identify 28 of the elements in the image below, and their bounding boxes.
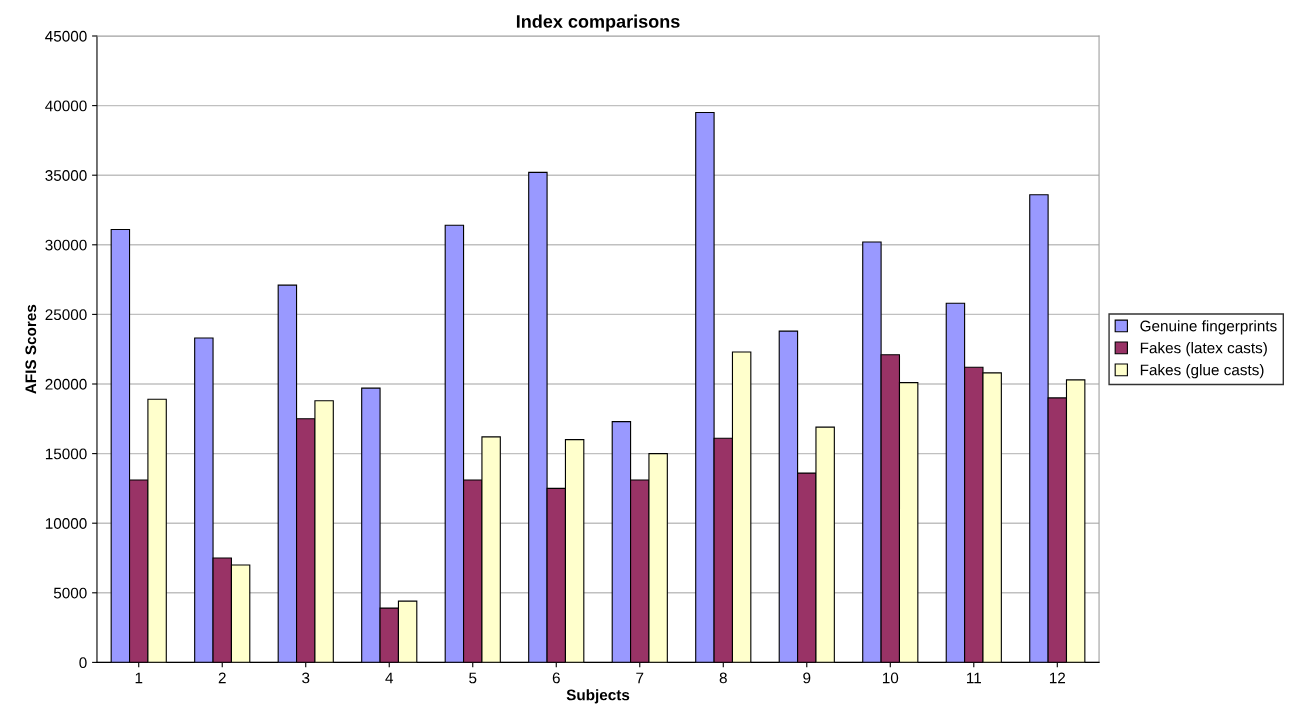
x-tick-label: 5 [469,672,477,684]
y-tick-label: 5000 [53,587,87,599]
x-tick-label: 1 [135,672,143,684]
y-tick-label: 15000 [45,448,87,460]
legend-label: Fakes (latex casts) [1140,342,1267,357]
y-tick-label: 0 [79,657,87,669]
x-tick-label: 7 [636,672,644,684]
x-tick-label: 12 [1049,672,1066,684]
y-tick-label: 45000 [45,30,87,42]
y-tick-label: 35000 [45,170,87,181]
y-tick-label: 25000 [45,309,87,321]
y-axis-title: AFIS Scores [25,304,37,394]
x-axis-title: Subjects [566,689,630,704]
x-tick-label: 10 [882,672,899,684]
chart-title: Index comparisons [516,14,680,32]
x-tick-label: 11 [967,672,981,684]
x-tick-label: 4 [385,672,394,684]
x-tick-label: 9 [803,672,811,684]
y-tick-label: 10000 [45,518,87,529]
x-tick-label: 2 [218,672,226,684]
x-tick-label: 8 [719,672,727,684]
x-tick-label: 6 [552,672,560,684]
y-tick-label: 30000 [45,239,87,251]
x-tick-label: 3 [302,672,310,684]
legend-label: Genuine fingerprints [1140,320,1277,335]
y-tick-label: 20000 [45,378,87,390]
y-tick-label: 40000 [45,100,87,112]
legend-label: Fakes (glue casts) [1140,364,1264,379]
